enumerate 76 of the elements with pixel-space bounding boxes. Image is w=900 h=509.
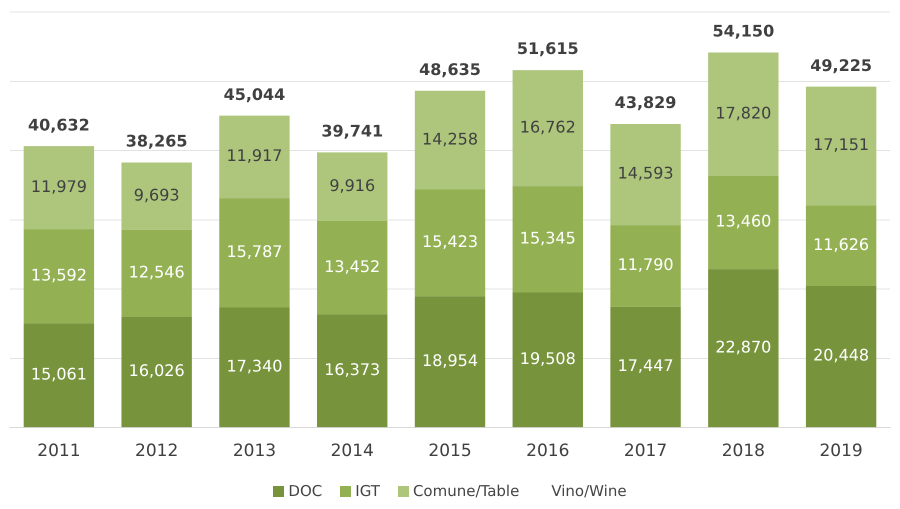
data-label: 19,508 <box>520 348 576 368</box>
text: Vino/Wine <box>551 482 627 500</box>
data-label: 17,340 <box>226 356 282 376</box>
bar <box>24 146 94 230</box>
data-label: 22,870 <box>715 337 772 356</box>
data-label: 9,693 <box>134 185 180 204</box>
data-label: 18,954 <box>422 350 478 370</box>
bar <box>806 86 876 206</box>
data-label: 14,593 <box>618 164 674 183</box>
data-label: 15,423 <box>422 232 478 252</box>
bar <box>708 52 779 176</box>
bar <box>512 70 583 186</box>
data-label: 16,762 <box>520 117 576 136</box>
total-label: 38,265 <box>126 132 188 151</box>
data-label: 20,448 <box>813 346 870 365</box>
bar <box>610 124 681 226</box>
bar <box>24 323 94 428</box>
bar <box>806 286 876 428</box>
bar <box>610 225 681 307</box>
bar <box>512 186 583 292</box>
data-label: 16,026 <box>128 361 185 380</box>
x-tick-label: 2018 <box>722 441 765 462</box>
bar <box>317 221 388 314</box>
bar <box>121 316 192 428</box>
data-label: 11,917 <box>226 146 282 166</box>
data-label: 17,820 <box>715 103 772 122</box>
data-label: 9,916 <box>329 176 376 195</box>
bar <box>610 306 681 428</box>
legend-label: Comune/Table <box>412 482 520 500</box>
bar <box>414 189 486 296</box>
x-tick-label: 2012 <box>135 441 178 462</box>
bar <box>219 116 290 198</box>
bar <box>806 205 876 286</box>
data-label: 15,061 <box>30 364 87 384</box>
x-tick-label: 2016 <box>526 441 570 462</box>
bar <box>317 314 388 428</box>
data-label: 11,790 <box>618 255 674 274</box>
data-label: 13,460 <box>715 212 772 231</box>
bar <box>708 176 779 270</box>
x-tick-label: 2014 <box>330 441 374 462</box>
bar <box>219 198 290 308</box>
legend-label: DOC <box>287 482 322 500</box>
x-tick-label: 2011 <box>37 441 81 462</box>
total-label: 49,225 <box>810 56 872 75</box>
data-label: 17,151 <box>813 135 870 154</box>
data-label: 11,626 <box>813 234 870 254</box>
data-label: 17,447 <box>618 356 674 376</box>
data-label: 13,592 <box>30 265 87 284</box>
data-label: 13,452 <box>324 256 380 276</box>
total-label: 40,632 <box>28 115 90 134</box>
legend-label: IGT <box>354 482 380 500</box>
x-tick-label: 2017 <box>624 441 668 462</box>
bar <box>24 229 94 324</box>
bar <box>219 307 290 428</box>
total-label: 54,150 <box>712 22 774 41</box>
bar <box>512 292 583 428</box>
x-tick-label: 2013 <box>232 441 276 462</box>
bar <box>121 162 192 230</box>
x-tick-label: 2019 <box>819 441 863 462</box>
total-label: 48,635 <box>419 60 481 79</box>
data-label: 15,345 <box>520 228 576 248</box>
total-label: 39,741 <box>321 121 384 140</box>
data-label: 15,787 <box>226 242 282 261</box>
total-label: 45,044 <box>224 84 286 104</box>
x-tick-label: 2015 <box>428 441 472 462</box>
total-label: 43,829 <box>614 93 676 112</box>
bar <box>708 269 779 428</box>
total-label: 51,615 <box>516 39 579 58</box>
bar <box>317 152 388 222</box>
data-label: 11,979 <box>30 176 87 196</box>
bar <box>414 90 486 190</box>
bar <box>414 296 486 428</box>
data-label: 14,258 <box>422 129 478 148</box>
bar <box>121 230 192 317</box>
data-label: 12,546 <box>128 262 185 282</box>
data-label: 16,373 <box>324 360 380 379</box>
